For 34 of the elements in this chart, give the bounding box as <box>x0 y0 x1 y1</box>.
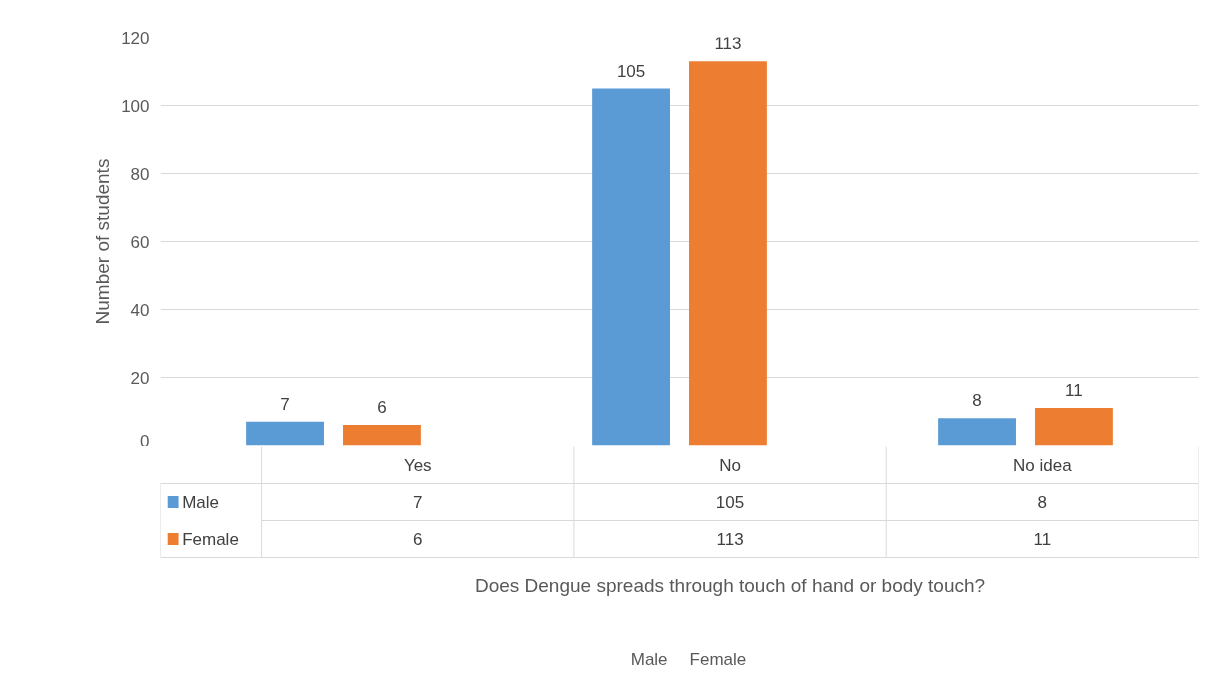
data-label: 7 <box>413 493 423 512</box>
x-tick-label: No <box>719 455 741 475</box>
y-tick-label: 40 <box>130 300 150 320</box>
bar <box>938 418 1016 446</box>
text: Female <box>689 650 747 669</box>
annotation: 7 <box>280 394 290 414</box>
bar <box>343 425 421 446</box>
annotation: 6 <box>377 398 387 418</box>
data-label: 113 <box>716 530 744 549</box>
bar <box>1035 408 1113 446</box>
y-tick-label: 100 <box>121 96 150 116</box>
text: Does Dengue spreads through touch of hand or body touch? <box>474 574 986 596</box>
y-tick-label: 80 <box>130 164 150 184</box>
data-label: 8 <box>1037 493 1048 512</box>
text: Male <box>630 650 668 669</box>
y-tick-label: 20 <box>130 368 150 388</box>
y-tick-label: 60 <box>130 232 150 252</box>
bar <box>246 421 324 446</box>
x-tick-label: Yes <box>403 455 432 475</box>
y-tick-label: 120 <box>121 28 150 48</box>
annotation: 113 <box>714 34 742 54</box>
bar <box>592 88 670 446</box>
legend-label: Male <box>182 492 220 512</box>
bar <box>689 61 767 446</box>
y-tick-label: 0 <box>140 431 150 451</box>
annotation: 8 <box>972 391 982 411</box>
annotation: 11 <box>1065 381 1083 401</box>
x-tick-label: No idea <box>1013 455 1073 475</box>
annotation: 105 <box>616 61 646 81</box>
legend-label: Female <box>182 529 239 549</box>
data-label: 6 <box>413 530 423 549</box>
data-label: 11 <box>1033 530 1052 549</box>
data-label: 105 <box>715 493 745 512</box>
y-axis-title: Number of students <box>92 158 114 325</box>
